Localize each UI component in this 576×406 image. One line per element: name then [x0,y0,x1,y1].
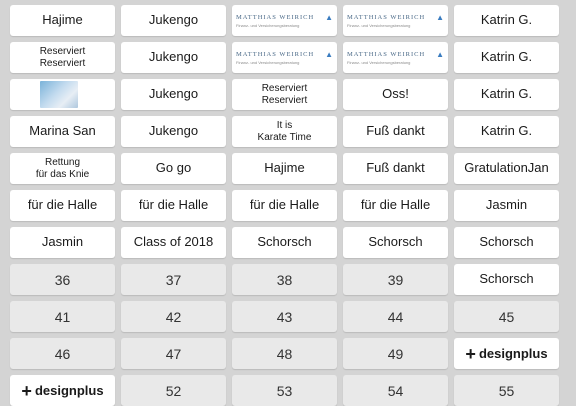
tile-logo-matthias-weirich: MATTHIAS WEIRICH ▲ Finanz- und Versicherun… [232,42,337,73]
tile-label: für die Halle [232,190,337,221]
logo-tagline: Finanz- und Versicherungsberatung [347,22,411,28]
logo-mark-icon: ▲ [436,12,444,22]
tile-label: Jasmin [10,227,115,258]
tile-label: Katrin G. [454,116,559,147]
logo-mark-icon: ▲ [325,49,333,59]
tile-label: Jukengo [121,79,226,110]
tile-number: 38 [232,264,337,295]
logo-mark-icon: ▲ [325,12,333,22]
plus-icon: + [21,380,32,401]
logo-wordmark: MATTHIAS WEIRICH [347,14,426,21]
tile-label: Jukengo [121,5,226,36]
tile-number: 41 [10,301,115,332]
tile-number: 54 [343,375,448,406]
tile-label: Jukengo [121,42,226,73]
logo-tagline: Finanz- und Versicherungsberatung [236,59,300,65]
tile-logo-matthias-weirich: MATTHIAS WEIRICH ▲ Finanz- und Versicherun… [343,5,448,36]
photo-image [40,81,78,108]
tile-label: GratulationJan [454,153,559,184]
tile-number: 37 [121,264,226,295]
tile-label: Go go [121,153,226,184]
tile-label: Hajime [232,153,337,184]
logo-wordmark: MATTHIAS WEIRICH [347,51,426,58]
tile-label: Fuß dankt [343,116,448,147]
tile-label: Hajime [10,5,115,36]
tile-number: 48 [232,338,337,369]
tile-number: 49 [343,338,448,369]
tile-logo-designplus: + designplus [10,375,115,406]
logo-tagline: Finanz- und Versicherungsberatung [236,22,300,28]
tile-label: Class of 2018 [121,227,226,258]
tile-number: 39 [343,264,448,295]
tile-label: Schorsch [343,227,448,258]
tile-number: 53 [232,375,337,406]
tile-label: Schorsch [454,264,559,295]
designplus-wordmark: designplus [478,346,548,361]
tile-label: Jukengo [121,116,226,147]
tile-label: Schorsch [454,227,559,258]
plus-icon: + [465,343,476,364]
logo-tagline: Finanz- und Versicherungsberatung [347,59,411,65]
logo-wordmark: MATTHIAS WEIRICH [236,14,315,21]
designplus-wordmark: designplus [34,383,104,398]
tile-label: Katrin G. [454,79,559,110]
tile-number: 43 [232,301,337,332]
tile-label: für die Halle [121,190,226,221]
tile-logo-designplus: + designplus [454,338,559,369]
tile-number: 55 [454,375,559,406]
tile-number: 46 [10,338,115,369]
tile-number: 36 [10,264,115,295]
tile-label: für die Halle [10,190,115,221]
tile-label: Jasmin [454,190,559,221]
tile-logo-matthias-weirich: MATTHIAS WEIRICH ▲ Finanz- und Versicherun… [343,42,448,73]
tile-label: It is Karate Time [232,116,337,147]
tile-number: 44 [343,301,448,332]
tile-label: Oss! [343,79,448,110]
tile-logo-matthias-weirich: MATTHIAS WEIRICH ▲ Finanz- und Versicherun… [232,5,337,36]
tile-label: Marina San [10,116,115,147]
tile-label: Katrin G. [454,5,559,36]
tile-label: Reserviert Reserviert [10,42,115,73]
logo-wordmark: MATTHIAS WEIRICH [236,51,315,58]
tile-label: Katrin G. [454,42,559,73]
tile-photo [10,79,115,110]
tile-label: Rettung für das Knie [10,153,115,184]
logo-mark-icon: ▲ [436,49,444,59]
tile-number: 47 [121,338,226,369]
tile-label: Schorsch [232,227,337,258]
tile-label: Reserviert Reserviert [232,79,337,110]
tile-label: Fuß dankt [343,153,448,184]
tile-number: 45 [454,301,559,332]
tile-number: 52 [121,375,226,406]
tile-number: 42 [121,301,226,332]
tile-label: für die Halle [343,190,448,221]
